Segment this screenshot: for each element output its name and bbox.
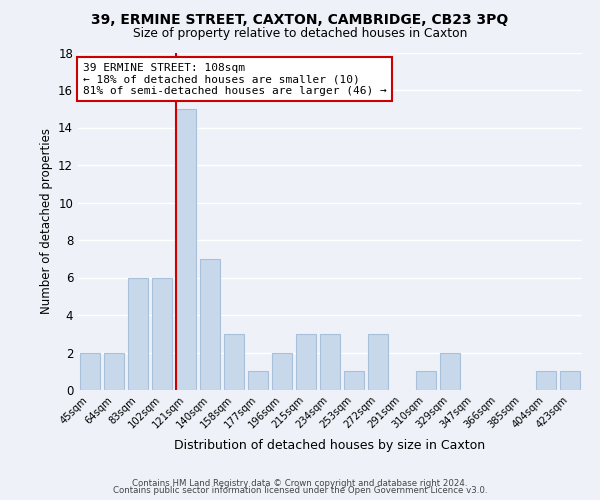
Bar — [152, 278, 172, 390]
Bar — [200, 259, 220, 390]
Text: 39 ERMINE STREET: 108sqm
← 18% of detached houses are smaller (10)
81% of semi-d: 39 ERMINE STREET: 108sqm ← 18% of detach… — [83, 62, 387, 96]
Bar — [320, 334, 340, 390]
Bar — [416, 371, 436, 390]
Text: 39, ERMINE STREET, CAXTON, CAMBRIDGE, CB23 3PQ: 39, ERMINE STREET, CAXTON, CAMBRIDGE, CB… — [91, 12, 509, 26]
Y-axis label: Number of detached properties: Number of detached properties — [40, 128, 53, 314]
Bar — [176, 109, 196, 390]
Bar — [128, 278, 148, 390]
X-axis label: Distribution of detached houses by size in Caxton: Distribution of detached houses by size … — [175, 439, 485, 452]
Bar — [440, 352, 460, 390]
Bar — [272, 352, 292, 390]
Bar — [368, 334, 388, 390]
Bar — [80, 352, 100, 390]
Bar — [344, 371, 364, 390]
Bar — [224, 334, 244, 390]
Bar — [248, 371, 268, 390]
Bar — [560, 371, 580, 390]
Text: Contains public sector information licensed under the Open Government Licence v3: Contains public sector information licen… — [113, 486, 487, 495]
Text: Contains HM Land Registry data © Crown copyright and database right 2024.: Contains HM Land Registry data © Crown c… — [132, 478, 468, 488]
Bar — [104, 352, 124, 390]
Bar — [296, 334, 316, 390]
Bar — [536, 371, 556, 390]
Text: Size of property relative to detached houses in Caxton: Size of property relative to detached ho… — [133, 28, 467, 40]
